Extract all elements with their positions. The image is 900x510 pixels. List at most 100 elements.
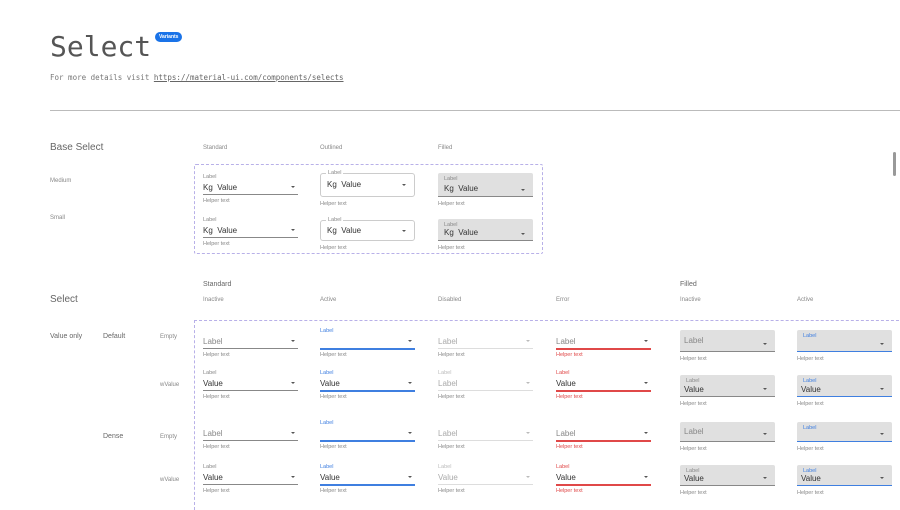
- field-value: Value: [556, 379, 576, 388]
- dropdown-arrow-icon: [291, 382, 295, 384]
- dropdown-arrow-icon: [763, 477, 767, 479]
- dropdown-arrow-icon: [644, 382, 648, 384]
- field-placeholder: Label: [203, 429, 223, 438]
- field-value: Value: [556, 473, 576, 482]
- dropdown-arrow-icon: [402, 229, 406, 232]
- underline: [203, 194, 298, 195]
- outline: Label Kg Value: [320, 170, 415, 197]
- helper-text: Helper text: [438, 488, 465, 494]
- col-disabled: Disabled: [438, 297, 462, 303]
- helper-text: Helper text: [680, 490, 707, 496]
- field-placeholder: Label: [203, 337, 223, 346]
- col-filled: Filled: [438, 145, 453, 151]
- field-placeholder: Label: [684, 336, 704, 345]
- underline: [203, 484, 298, 485]
- field-label: Label: [326, 170, 344, 176]
- field-value: Value: [684, 385, 704, 394]
- filled-box: Label: [680, 422, 775, 442]
- field-label: Label: [320, 328, 334, 334]
- filled-box: Label Value: [797, 465, 892, 486]
- dropdown-arrow-icon: [521, 233, 525, 235]
- field-label: Label: [203, 370, 217, 376]
- col-standard: Standard: [203, 145, 228, 151]
- underline: [438, 390, 533, 391]
- size-default: Default: [103, 333, 126, 340]
- dropdown-arrow-icon: [291, 476, 295, 478]
- helper-text: Helper text: [680, 446, 707, 452]
- dropdown-arrow-icon: [408, 476, 412, 478]
- helper-text: Helper text: [203, 352, 230, 358]
- dropdown-arrow-icon: [644, 340, 648, 342]
- helper-text: Helper text: [203, 488, 230, 494]
- filled-box: Label Kg Value: [438, 173, 533, 197]
- page-title: Select: [50, 30, 152, 63]
- col-filled-inactive: Inactive: [680, 297, 701, 303]
- field-label: Label: [438, 370, 452, 376]
- field-value: Value: [684, 474, 704, 483]
- helper-text: Helper text: [680, 401, 707, 407]
- dropdown-arrow-icon: [763, 433, 767, 435]
- col-active: Active: [320, 297, 337, 303]
- field-value: Value: [801, 385, 821, 394]
- dropdown-arrow-icon: [408, 432, 412, 434]
- underline: [438, 484, 533, 485]
- dropdown-arrow-icon: [526, 476, 530, 478]
- scrollbar-thumb[interactable]: [893, 152, 896, 176]
- helper-text: Helper text: [320, 245, 347, 251]
- field-value: Kg Value: [444, 228, 479, 237]
- dropdown-arrow-icon: [408, 340, 412, 342]
- helper-text: Helper text: [438, 444, 465, 450]
- group-filled: Filled: [680, 281, 697, 288]
- select-variants-frame: [194, 320, 900, 510]
- row-small: Small: [50, 215, 66, 221]
- row-state-empty: Empty: [160, 434, 178, 440]
- field-label: Label: [686, 468, 700, 474]
- field-label: Label: [444, 176, 458, 182]
- helper-text: Helper text: [438, 394, 465, 400]
- dropdown-arrow-icon: [880, 433, 884, 435]
- underline: [556, 440, 651, 442]
- dropdown-arrow-icon: [763, 343, 767, 345]
- field-value: Label: [438, 379, 458, 388]
- dropdown-arrow-icon: [291, 340, 295, 342]
- filled-box: Label Value: [797, 375, 892, 397]
- base-variants-frame: [194, 164, 543, 254]
- field-label: Label: [203, 174, 217, 180]
- dropdown-arrow-icon: [526, 382, 530, 384]
- dropdown-arrow-icon: [291, 186, 295, 188]
- outline: Label Kg Value: [320, 217, 415, 241]
- field-value: Value: [801, 474, 821, 483]
- helper-text: Helper text: [320, 444, 347, 450]
- dropdown-arrow-icon: [526, 340, 530, 342]
- field-value: Value: [320, 473, 340, 482]
- row-state-wvalue: wValue: [160, 382, 180, 388]
- field-label: Label: [686, 378, 700, 384]
- field-value: Value: [438, 473, 458, 482]
- field-label: Label: [203, 464, 217, 470]
- size-dense: Dense: [103, 433, 124, 440]
- group-standard: Standard: [203, 281, 232, 288]
- helper-text: Helper text: [203, 444, 230, 450]
- field-label: Label: [803, 333, 817, 339]
- field-label: Label: [320, 464, 334, 470]
- row-medium: Medium: [50, 178, 72, 184]
- field-label: Label: [803, 378, 817, 384]
- dropdown-arrow-icon: [763, 388, 767, 390]
- field-label: Label: [203, 217, 217, 223]
- helper-text: Helper text: [203, 394, 230, 400]
- field-placeholder: Label: [684, 427, 704, 436]
- helper-text: Helper text: [797, 490, 824, 496]
- helper-text: Helper text: [797, 446, 824, 452]
- base-select-heading: Base Select: [50, 142, 104, 153]
- field-value: Value: [203, 379, 223, 388]
- dropdown-arrow-icon: [402, 184, 406, 186]
- field-placeholder: Label: [438, 337, 458, 346]
- docs-link[interactable]: https://material-ui.com/components/selec…: [153, 73, 344, 82]
- dropdown-arrow-icon: [526, 432, 530, 434]
- col-filled-active: Active: [797, 297, 814, 303]
- filled-box: Label: [797, 422, 892, 442]
- field-value: Kg Value: [327, 225, 362, 235]
- field-label: Label: [326, 217, 344, 223]
- helper-text: Helper text: [320, 488, 347, 494]
- helper-text: Helper text: [797, 356, 824, 362]
